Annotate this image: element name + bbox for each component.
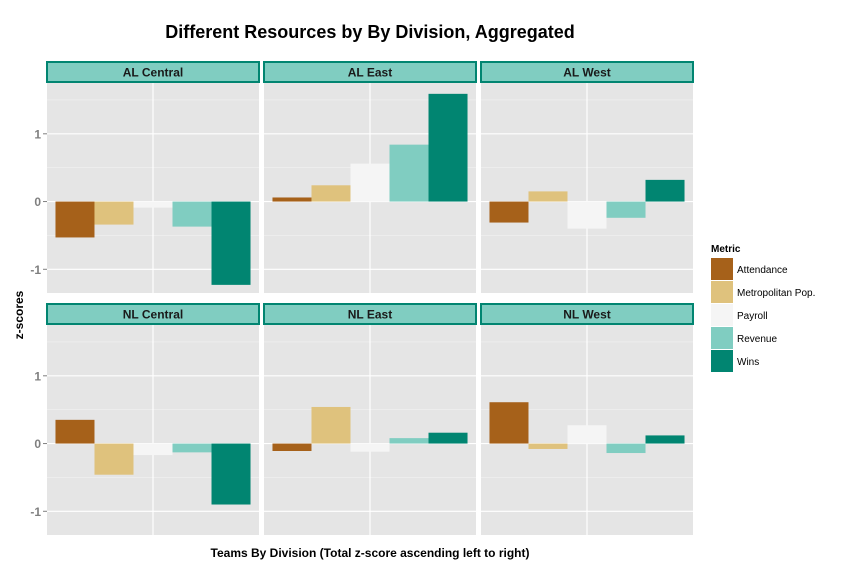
bar-payroll — [350, 163, 390, 202]
facet-panels: AL Central 1 0 -1 AL East AL West NL Central 1 0… — [30, 61, 694, 535]
bar-revenue — [606, 201, 646, 218]
bar-metropolitan-pop — [528, 191, 568, 202]
y-tick-label: -1 — [30, 263, 41, 277]
panel-3: NL Central 1 0 -1 — [30, 303, 260, 535]
panel-strip-label: NL West — [563, 308, 611, 322]
panel-strip-label: AL West — [563, 66, 611, 80]
bar-wins — [211, 443, 251, 505]
panel-strip — [480, 61, 694, 83]
bar-payroll — [133, 443, 173, 456]
bar-metropolitan-pop — [94, 201, 134, 225]
legend: Metric Attendance Metropolitan Pop. Payroll… — [711, 244, 815, 372]
panel-0: AL Central 1 0 -1 — [30, 61, 260, 293]
legend-entry: Revenue — [737, 334, 777, 345]
bar-payroll — [567, 425, 607, 444]
legend-entry: Wins — [737, 357, 759, 368]
legend-entry: Metropolitan Pop. — [737, 288, 815, 299]
bar-wins — [211, 201, 251, 285]
panel-strip-label: NL East — [348, 308, 392, 322]
panel-strip — [46, 303, 260, 325]
bar-metropolitan-pop — [94, 443, 134, 475]
chart-title: Different Resources by By Division, Aggr… — [165, 22, 574, 42]
panel-strip-label: AL East — [348, 66, 392, 80]
bar-wins — [428, 432, 468, 444]
legend-swatch — [711, 327, 733, 349]
panel-2: AL West — [480, 61, 694, 293]
bar-wins — [645, 435, 685, 444]
legend-title: Metric — [711, 244, 741, 255]
panel-strip-label: AL Central — [123, 66, 183, 80]
legend-entry: Payroll — [737, 311, 768, 322]
x-axis-label: Teams By Division (Total z-score ascendi… — [211, 546, 530, 560]
bar-attendance — [55, 201, 95, 238]
panel-strip — [263, 303, 477, 325]
legend-entry: Attendance — [737, 265, 788, 276]
legend-swatch — [711, 350, 733, 372]
panel-strip-label: NL Central — [123, 308, 183, 322]
bar-attendance — [489, 201, 529, 223]
y-axis-label: z-scores — [12, 290, 26, 339]
y-tick-label: 0 — [34, 195, 41, 209]
y-tick-label: 1 — [34, 127, 41, 141]
bar-attendance — [272, 443, 312, 451]
y-tick-label: -1 — [30, 505, 41, 519]
bar-metropolitan-pop — [528, 443, 568, 449]
panel-strip — [480, 303, 694, 325]
y-tick-label: 0 — [34, 437, 41, 451]
bar-revenue — [606, 443, 646, 454]
panel-strip — [46, 61, 260, 83]
bar-metropolitan-pop — [311, 185, 351, 202]
bar-revenue — [172, 443, 212, 453]
bar-metropolitan-pop — [311, 406, 351, 444]
bar-revenue — [389, 438, 429, 444]
legend-swatch — [711, 258, 733, 280]
legend-swatch — [711, 281, 733, 303]
bar-wins — [645, 179, 685, 202]
bar-attendance — [55, 419, 95, 444]
bar-payroll — [350, 443, 390, 452]
bar-revenue — [389, 144, 429, 202]
panel-strip — [263, 61, 477, 83]
bar-payroll — [133, 201, 173, 208]
bar-attendance — [489, 402, 529, 444]
y-tick-label: 1 — [34, 369, 41, 383]
panel-1: AL East — [263, 61, 477, 293]
bar-revenue — [172, 201, 212, 227]
panel-4: NL East — [263, 303, 477, 535]
legend-swatch — [711, 304, 733, 326]
bar-payroll — [567, 201, 607, 229]
bar-wins — [428, 93, 468, 202]
panel-5: NL West — [480, 303, 694, 535]
bar-attendance — [272, 197, 312, 202]
